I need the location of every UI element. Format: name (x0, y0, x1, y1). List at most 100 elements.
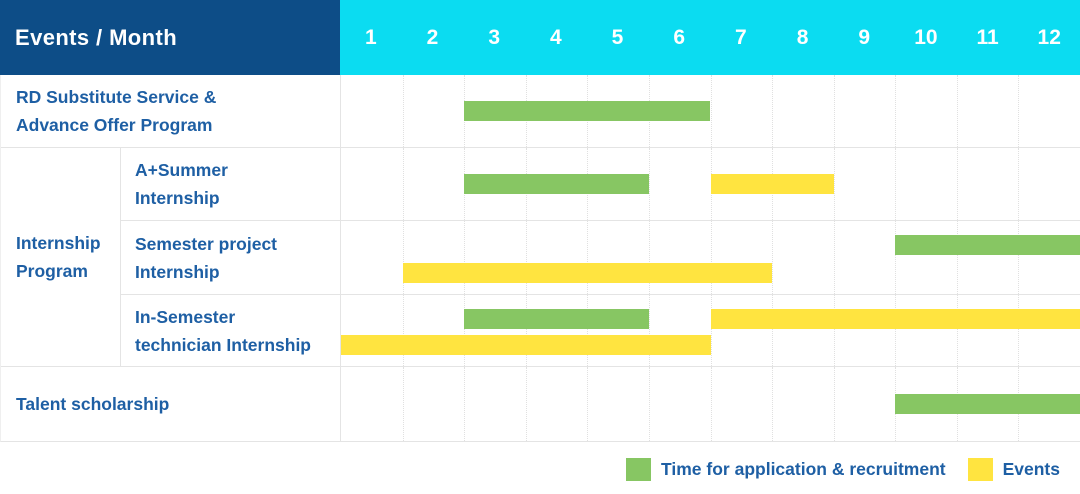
month-gridline (956, 221, 958, 294)
timeline-area (341, 75, 1080, 147)
month-gridline (710, 367, 712, 441)
month-gridline (587, 295, 589, 366)
month-gridline (833, 295, 835, 366)
legend: Time for application & recruitment Events (0, 458, 1080, 481)
month-gridline (402, 221, 404, 294)
month-gridline (402, 75, 404, 147)
month-gridline (772, 75, 774, 147)
table-row: In-Semester technician Internship (121, 294, 1080, 366)
month-header-row: 1 2 3 4 5 6 7 8 9 10 11 12 (340, 0, 1080, 75)
label-line: Program (16, 261, 88, 281)
table-row: A+Summer Internship (121, 148, 1080, 220)
month-gridline (525, 367, 527, 441)
month-gridline (833, 75, 835, 147)
month-gridline (464, 367, 466, 441)
row-label: In-Semester technician Internship (121, 295, 341, 366)
event-bar (402, 263, 773, 283)
month-gridline (895, 75, 897, 147)
month-gridline (525, 221, 527, 294)
month-header-12: 12 (1037, 25, 1061, 49)
legend-label: Events (1002, 459, 1060, 479)
month-gridline (833, 221, 835, 294)
month-gridline (402, 295, 404, 366)
legend-label: Time for application & recruitment (661, 459, 946, 479)
month-gridline (1018, 295, 1020, 366)
month-gridline (587, 221, 589, 294)
gantt-chart: Events / Month 1 2 3 4 5 6 7 8 9 10 11 12 RD Substi… (0, 0, 1080, 481)
table-row: RD Substitute Service & Advance Offer Pro… (1, 75, 1080, 147)
month-header-4: 4 (550, 25, 562, 49)
label-line: RD Substitute Service & (16, 87, 217, 107)
month-gridline (710, 75, 712, 147)
month-gridline (772, 221, 774, 294)
row-label: RD Substitute Service & Advance Offer Pro… (1, 75, 341, 147)
month-gridline (956, 295, 958, 366)
month-gridline (833, 148, 835, 220)
month-header-6: 6 (673, 25, 686, 49)
month-header-9: 9 (858, 25, 871, 49)
label-line: A+Summer (135, 160, 228, 180)
month-gridline (464, 295, 466, 366)
month-gridline (402, 367, 404, 441)
table-row: Semester project Internship (121, 220, 1080, 294)
month-gridline (710, 295, 712, 366)
group-label: Internship Program (1, 148, 121, 366)
month-gridline (587, 367, 589, 441)
month-header-5: 5 (611, 25, 624, 49)
month-gridline (648, 367, 650, 441)
month-header-8: 8 (796, 25, 809, 49)
label-line: technician Internship (135, 334, 311, 355)
month-gridline (710, 221, 712, 294)
application-bar (895, 394, 1080, 414)
application-bar (464, 174, 649, 194)
table-row: Talent scholarship (1, 366, 1080, 441)
month-header-1: 1 (364, 25, 377, 49)
month-gridline (895, 295, 897, 366)
month-header-2: 2 (426, 25, 439, 49)
legend-swatch-event (967, 458, 993, 481)
month-gridline (895, 221, 897, 294)
month-header-11: 11 (976, 25, 999, 49)
timeline-area (341, 221, 1080, 294)
month-gridline (956, 148, 958, 220)
application-bar (464, 101, 711, 121)
month-gridline (956, 75, 958, 147)
month-header-3: 3 (488, 25, 501, 49)
timeline-area (341, 367, 1080, 441)
month-gridline (1018, 148, 1020, 220)
application-bar (895, 235, 1080, 255)
table-header-row: Events / Month 1 2 3 4 5 6 7 8 9 10 11 12 (0, 0, 1080, 75)
label-line: Advance Offer Program (16, 115, 213, 135)
legend-item-application: Time for application & recruitment (626, 458, 946, 481)
month-gridline (648, 295, 650, 366)
event-bar (341, 335, 711, 355)
month-gridline (402, 148, 404, 220)
month-gridline (772, 295, 774, 366)
label-line: Talent scholarship (16, 394, 170, 414)
timeline-area (341, 148, 1080, 220)
month-gridline (833, 367, 835, 441)
month-gridline (525, 295, 527, 366)
row-label: Semester project Internship (121, 221, 341, 294)
chart-body: RD Substitute Service & Advance Offer Pro… (0, 75, 1080, 442)
month-gridline (895, 148, 897, 220)
group-section: Internship Program A+Summer Internship Semes… (1, 147, 1080, 366)
month-header-7: 7 (735, 25, 747, 49)
legend-item-event: Events (967, 458, 1060, 481)
label-line: Internship (16, 233, 101, 253)
group-rows: A+Summer Internship Semester project Intern… (121, 148, 1080, 366)
event-bar (710, 309, 1080, 329)
month-gridline (648, 148, 650, 220)
row-label: A+Summer Internship (121, 148, 341, 220)
row-label: Talent scholarship (1, 367, 341, 441)
timeline-area (341, 295, 1080, 366)
header-title: Events / Month (0, 0, 340, 75)
month-header-10: 10 (914, 25, 938, 49)
label-line: Internship (135, 261, 220, 282)
month-gridline (772, 367, 774, 441)
label-line: In-Semester (135, 306, 236, 327)
legend-swatch-application (626, 458, 652, 481)
event-bar (710, 174, 834, 194)
month-gridline (464, 221, 466, 294)
month-gridline (648, 221, 650, 294)
